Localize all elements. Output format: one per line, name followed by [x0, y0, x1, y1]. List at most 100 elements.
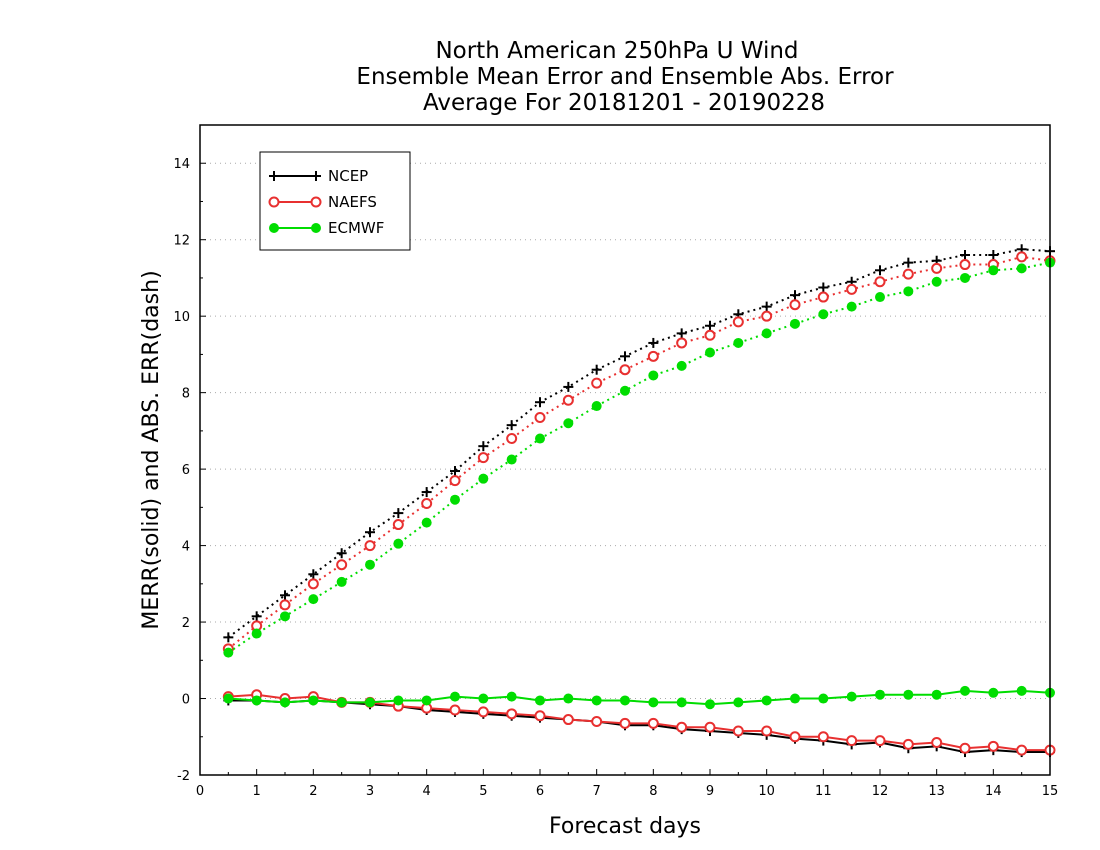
x-tick-label-5: 5: [479, 784, 487, 799]
ecmwf-mean-err-point: [705, 699, 715, 710]
naefs-abs-err-point: [789, 299, 801, 311]
ecmwf-mean-err-point: [591, 695, 602, 706]
x-axis-label: Forecast days: [549, 814, 701, 839]
y-tick-label-4: 6: [182, 463, 190, 478]
ncep-abs-err-point: [563, 381, 574, 392]
naefs-abs-err-point: [279, 599, 291, 611]
x-tick-label-11: 11: [815, 784, 832, 799]
naefs-mean-err-point: [534, 710, 546, 722]
ecmwf-abs-err-point: [931, 276, 942, 287]
ecmwf-abs-err-point: [875, 292, 885, 303]
naefs-mean-err-point: [987, 740, 999, 752]
ecmwf-abs-err-point: [563, 418, 574, 429]
ncep-abs-err-point: [308, 569, 319, 580]
ecmwf-mean-err-point: [903, 689, 914, 700]
legend: NCEP NAEFS ECMWF: [259, 151, 411, 251]
ecmwf-abs-err-point: [308, 594, 319, 605]
naefs-mean-err-point: [761, 725, 773, 737]
y-tick-label-6: 10: [173, 310, 190, 325]
legend-marker: [311, 171, 321, 181]
x-tick-label-4: 4: [423, 784, 431, 799]
naefs-abs-err-point: [307, 578, 319, 590]
naefs-mean-err-point: [647, 717, 659, 729]
legend-label: ECMWF: [328, 219, 384, 237]
naefs-mean-err-point: [591, 715, 603, 727]
ecmwf-abs-err-point: [846, 301, 857, 312]
ncep-abs-err-point: [648, 337, 659, 348]
naefs-mean-err-point: [846, 735, 858, 747]
ncep-abs-err-point: [365, 527, 375, 538]
x-tick-label-15: 15: [1042, 784, 1059, 799]
ecmwf-mean-err-point: [336, 697, 347, 708]
x-tick-label-3: 3: [366, 784, 374, 799]
ecmwf-mean-err-point: [535, 695, 545, 706]
naefs-mean-err-point: [1016, 744, 1028, 756]
series-ecmwf-abs-err: [223, 257, 1055, 658]
naefs-mean-err-point: [562, 714, 574, 726]
ncep-abs-err-point: [818, 282, 829, 293]
ncep-abs-err-point: [393, 508, 404, 519]
ecmwf-mean-err-point: [648, 697, 659, 708]
ecmwf-mean-err-point: [506, 691, 517, 702]
y-tick-label-3: 4: [182, 540, 190, 555]
ncep-abs-err-point: [223, 632, 234, 643]
ecmwf-abs-err-point: [988, 265, 999, 276]
chart-title: North American 250hPa U Wind Ensemble Me…: [356, 38, 894, 116]
ncep-abs-err-line: [227, 248, 1051, 639]
series-ncep-mean-err: [223, 695, 1055, 758]
ecmwf-abs-err-point: [818, 309, 829, 320]
ecmwf-abs-err-point: [478, 473, 489, 484]
naefs-abs-err-point: [761, 310, 773, 322]
x-axis-ticks: 0 1 2 3 4 5 6 7 8 9 10 11 12 13 14 15: [196, 769, 1058, 799]
ncep-abs-err-point: [705, 320, 715, 331]
legend-marker: [311, 223, 321, 233]
ecmwf-abs-err-point: [336, 576, 347, 587]
ncep-abs-err-point: [506, 420, 517, 431]
ecmwf-mean-err-point: [790, 693, 800, 704]
naefs-mean-err-point: [874, 735, 886, 747]
ecmwf-abs-err-point: [421, 517, 432, 528]
ncep-abs-err-point: [535, 397, 545, 408]
y-axis-label: MERR(solid) and ABS. ERR(dash): [139, 270, 164, 629]
naefs-abs-err-point: [534, 412, 546, 423]
ecmwf-abs-err-point: [223, 647, 234, 658]
naefs-abs-err-point: [704, 329, 716, 341]
chart-title-line-3: Average For 20181201 - 20190228: [423, 90, 825, 116]
naefs-mean-err-point: [676, 721, 688, 733]
y-axis-ticks: -2 0 2 4 6 8 10 12 14: [173, 157, 206, 784]
naefs-mean-err-point: [902, 738, 914, 750]
y-tick-label-5: 8: [182, 387, 190, 402]
ecmwf-mean-err-line: [228, 689, 1051, 706]
naefs-abs-err-line: [227, 255, 1051, 650]
ecmwf-abs-err-point: [761, 328, 772, 339]
y-gridlines: [200, 162, 1050, 776]
naefs-abs-err-point: [676, 337, 688, 349]
naefs-mean-err-point: [477, 706, 489, 718]
naefs-abs-err-point: [336, 559, 348, 571]
ecmwf-mean-err-point: [393, 695, 404, 706]
naefs-abs-err-point: [619, 364, 631, 376]
naefs-mean-err-point: [959, 742, 971, 754]
ncep-abs-err-point: [790, 290, 800, 301]
legend-marker: [310, 196, 322, 208]
ecmwf-abs-err-point: [790, 318, 800, 329]
naefs-abs-err-point: [732, 316, 744, 328]
naefs-abs-err-point: [817, 291, 829, 303]
ecmwf-abs-err-point: [393, 538, 404, 549]
x-tick-label-9: 9: [706, 784, 714, 799]
naefs-abs-err-point: [506, 433, 518, 445]
ecmwf-mean-err-point: [761, 695, 772, 706]
y-tick-label-8: 14: [173, 157, 190, 172]
naefs-mean-err-point: [789, 731, 801, 743]
ecmwf-mean-err-point: [988, 687, 999, 698]
series-naefs-abs-err: [222, 251, 1056, 655]
ecmwf-abs-err-point: [676, 360, 687, 371]
legend-item-ecmwf: ECMWF: [269, 219, 384, 237]
ncep-abs-err-point: [676, 328, 687, 339]
ecmwf-mean-err-point: [846, 691, 857, 702]
series-layer: [222, 244, 1056, 758]
ecmwf-abs-err-point: [280, 611, 290, 622]
series-ecmwf-mean-err: [223, 685, 1055, 710]
naefs-abs-err-point: [477, 452, 489, 464]
